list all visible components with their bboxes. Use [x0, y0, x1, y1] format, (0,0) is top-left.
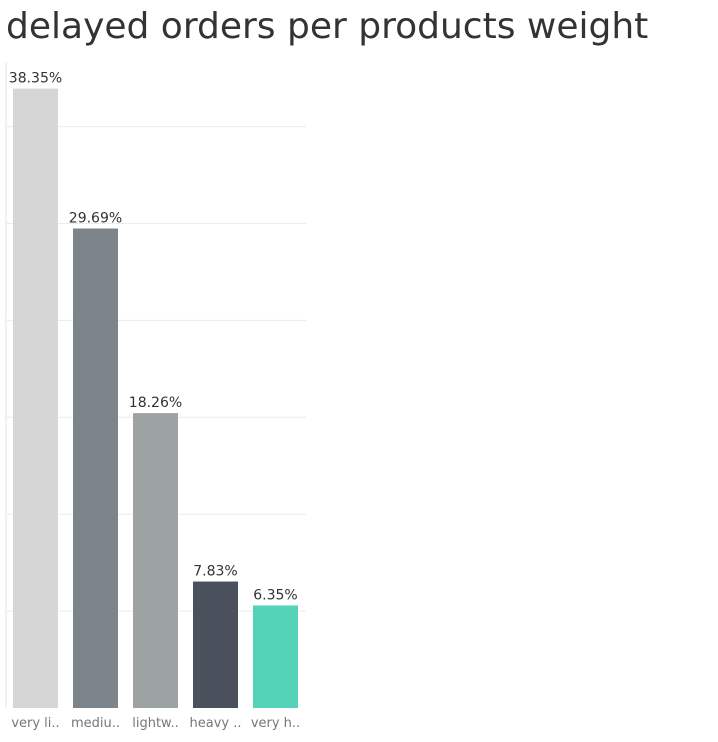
x-tick-labels: very li.. mediu.. lightw.. heavy .. very h..: [11, 716, 300, 731]
bars: [13, 88, 298, 708]
bar[interactable]: [73, 228, 118, 708]
bar[interactable]: [193, 581, 238, 708]
data-label: 18.26%: [129, 395, 182, 411]
bar[interactable]: [133, 413, 178, 708]
data-label: 7.83%: [193, 564, 237, 580]
data-labels: 38.35% 29.69% 18.26% 7.83% 6.35%: [9, 71, 298, 604]
x-tick-label: heavy ..: [190, 716, 242, 731]
x-tick-label: very h..: [251, 716, 300, 731]
data-label: 29.69%: [69, 211, 122, 227]
data-label: 6.35%: [253, 587, 297, 603]
x-tick-label: very li..: [11, 716, 59, 731]
bar[interactable]: [13, 88, 58, 708]
chart-title: delayed orders per products weight: [6, 6, 649, 47]
bar[interactable]: [253, 605, 298, 708]
bar-chart: 38.35% 29.69% 18.26% 7.83% 6.35% very li.. me…: [5, 62, 306, 731]
x-tick-label: mediu..: [71, 716, 120, 731]
data-label: 38.35%: [9, 71, 62, 87]
x-tick-label: lightw..: [132, 716, 179, 731]
